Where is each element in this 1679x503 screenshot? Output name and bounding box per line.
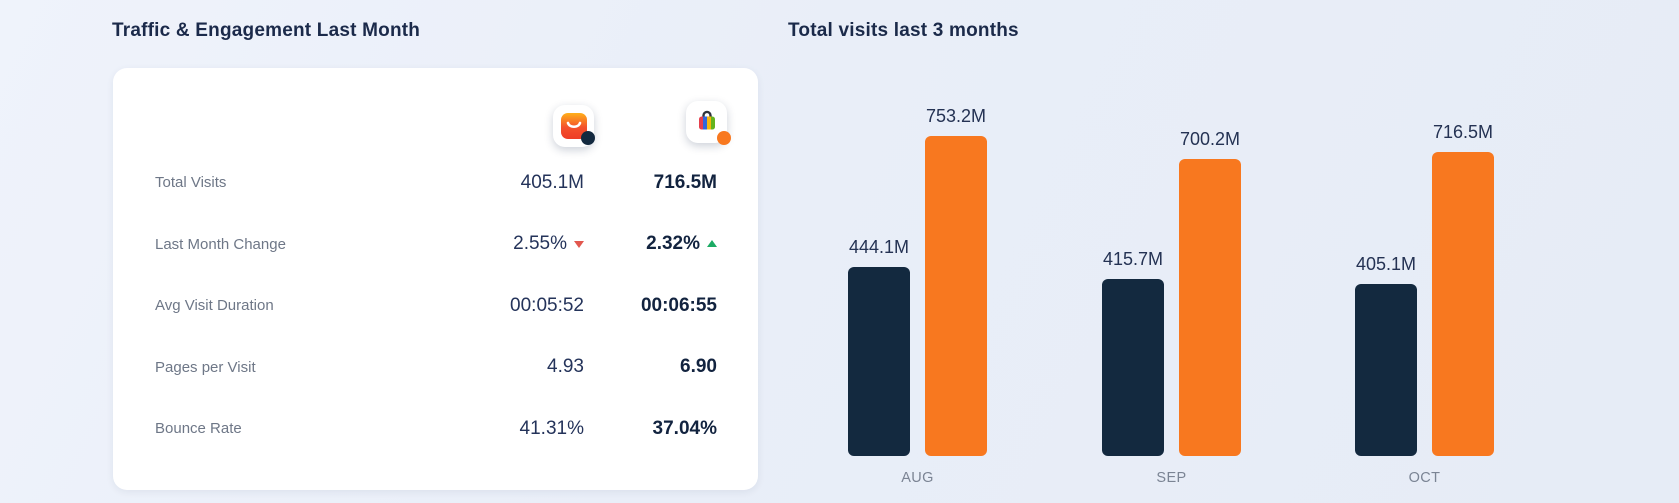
traffic-engagement-card: Total Visits 405.1M 716.5M Last Month Ch… [113,68,758,490]
site-b-value: 6.90 [680,356,717,378]
bar-sep-site-b[interactable] [1179,159,1241,456]
metric-row-avg-visit-duration: Avg Visit Duration 00:05:52 00:06:55 [113,275,758,337]
site-b-series-marker [717,131,731,145]
bar-value-label-oct-site-a: 405.1M [1355,254,1417,274]
metric-row-total-visits: Total Visits 405.1M 716.5M [113,152,758,214]
site-a-value: 4.93 [547,356,584,378]
bar-aug-site-a[interactable] [848,267,910,456]
metric-row-pages-per-visit: Pages per Visit 4.93 6.90 [113,337,758,399]
bar-value-label-sep-site-a: 415.7M [1102,249,1164,269]
traffic-engagement-title: Traffic & Engagement Last Month [112,20,421,41]
site-a-value: 00:05:52 [510,294,584,316]
trend-up-icon [707,240,717,248]
site-b-value: 00:06:55 [640,294,717,316]
metric-row-last-month-change: Last Month Change 2.55% 2.32% [113,214,758,276]
bar-oct-site-a[interactable] [1355,284,1417,456]
site-b-favicon-badge [686,101,731,145]
x-axis-label-aug: AUG [901,470,934,486]
metric-row-bounce-rate: Bounce Rate 41.31% 37.04% [113,398,758,460]
site-b-value: 2.32% [584,233,717,255]
bar-sep-site-a[interactable] [1102,279,1164,456]
bar-value-label-aug-site-b: 753.2M [925,106,987,126]
bar-value-label-oct-site-b: 716.5M [1432,122,1494,142]
site-a-value: 41.31% [519,417,584,439]
site-a-series-marker [581,131,595,145]
site-b-value: 716.5M [653,171,717,193]
metric-label: Pages per Visit [155,358,256,376]
trend-down-icon [574,241,584,249]
site-b-value: 37.04% [652,417,717,439]
total-visits-chart-title: Total visits last 3 months [788,20,1019,41]
site-a-favicon-badge [553,105,595,147]
metric-label: Bounce Rate [155,420,242,438]
metric-label: Last Month Change [155,235,286,253]
change-value: 2.32% [646,233,700,255]
metric-label: Avg Visit Duration [155,297,274,315]
total-visits-bar-chart: 444.1M 753.2M AUG 415.7M 700.2M SEP 405.1M 716.… [848,90,1500,486]
site-a-value: 405.1M [520,171,584,193]
metric-label: Total Visits [155,174,227,192]
site-a-value: 2.55% [424,233,584,255]
metrics-table: Total Visits 405.1M 716.5M Last Month Ch… [113,152,758,460]
bar-oct-site-b[interactable] [1432,152,1494,456]
bar-value-label-sep-site-b: 700.2M [1179,129,1241,149]
shopping-bag-app-icon [694,107,720,138]
bar-value-label-aug-site-a: 444.1M [848,237,910,257]
x-axis-label-oct: OCT [1408,470,1441,486]
x-axis-label-sep: SEP [1156,470,1187,486]
change-value: 2.55% [513,233,567,255]
bar-aug-site-b[interactable] [925,136,987,456]
aliexpress-app-icon [560,113,587,139]
